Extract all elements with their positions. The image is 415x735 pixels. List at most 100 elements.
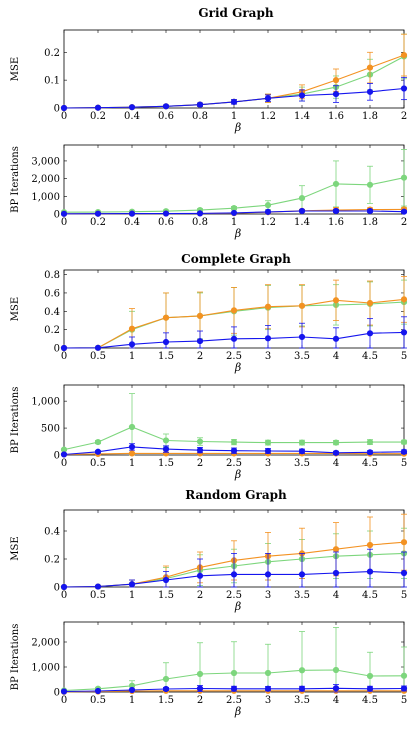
data-point (162, 437, 170, 444)
data-point (60, 688, 68, 695)
x-tick-label: 2.5 (226, 458, 242, 469)
section-title-grid: Grid Graph (198, 6, 273, 20)
x-tick-label: 1.4 (294, 111, 310, 122)
y-tick-label: 0 (54, 688, 60, 699)
x-tick-label: 5 (401, 458, 407, 469)
x-tick-label: 0.5 (90, 351, 106, 362)
x-tick-label: 0.5 (90, 590, 106, 601)
x-tick-label: 1.8 (362, 111, 378, 122)
data-point (162, 576, 170, 584)
series-0 (60, 627, 408, 694)
y-axis-label: MSE (10, 297, 21, 321)
data-point (94, 583, 102, 590)
data-point (162, 210, 170, 217)
data-point (332, 335, 340, 342)
chart-complete-bp: 0 0.5 1 1.5 2 2.5 3 3.5 4 4.5 5 0 500 1,000 β BP Iterat… (10, 384, 408, 481)
x-tick-label: 0.8 (192, 217, 208, 228)
y-tick-label: 1,000 (31, 663, 60, 674)
data-point (162, 675, 170, 683)
x-tick-label: 1 (231, 217, 237, 228)
y-tick-label: 0.2 (44, 48, 60, 59)
data-point (230, 98, 238, 105)
chart-complete-mse: 0 0.5 1 1.5 2 2.5 3 3.5 4 4.5 5 0 0.2 0.4 0.6 0.8 β MSE (10, 269, 408, 374)
x-tick-label: 3 (265, 590, 271, 601)
data-point (400, 51, 408, 59)
data-point (366, 207, 374, 215)
y-tick-label: 0.6 (44, 288, 60, 299)
x-tick-label: 1.6 (328, 111, 344, 122)
data-point (162, 338, 170, 346)
data-point (298, 92, 306, 99)
data-point (264, 669, 272, 677)
data-point (60, 104, 68, 112)
data-point (94, 438, 102, 446)
data-point (128, 104, 136, 111)
data-point (128, 443, 136, 451)
data-point (400, 296, 408, 303)
data-point (264, 335, 272, 342)
x-tick-label: 0.2 (90, 111, 106, 122)
data-point (196, 101, 204, 108)
y-tick-label: 3,000 (31, 156, 60, 167)
x-tick-label: 4.5 (362, 351, 378, 362)
x-axis-label: β (234, 705, 241, 718)
x-tick-label: 5 (401, 590, 407, 601)
x-tick-label: 1.5 (158, 695, 174, 706)
data-point (264, 303, 272, 310)
y-tick-label: 0.4 (44, 527, 60, 538)
data-point (264, 447, 272, 455)
x-tick-label: 0 (61, 458, 67, 469)
data-point (230, 447, 238, 454)
x-tick-label: 0.5 (90, 458, 106, 469)
x-tick-label: 1 (231, 111, 237, 122)
data-point (162, 314, 170, 321)
series-2 (60, 76, 408, 112)
x-tick-label: 0.6 (158, 111, 174, 122)
x-tick-label: 2 (197, 351, 203, 362)
x-tick-label: 0.5 (90, 695, 106, 706)
data-point (298, 448, 306, 455)
data-point (400, 85, 408, 92)
data-point (94, 104, 102, 111)
x-tick-label: 1.2 (260, 111, 276, 122)
y-tick-label: 1,000 (31, 192, 60, 203)
data-point (298, 207, 306, 215)
data-point (332, 439, 340, 446)
data-point (298, 667, 306, 674)
series-2 (60, 684, 408, 695)
data-point (366, 330, 374, 337)
data-point (366, 685, 374, 692)
x-tick-label: 4 (333, 590, 339, 601)
data-point (196, 338, 204, 345)
x-tick-label: 2 (197, 590, 203, 601)
data-point (332, 546, 340, 553)
data-point (400, 448, 408, 455)
data-point (332, 666, 340, 674)
x-tick-label: 2 (401, 111, 407, 122)
x-tick-label: 2.5 (226, 695, 242, 706)
x-tick-label: 0 (61, 695, 67, 706)
chart-random-mse: 0 0.5 1 1.5 2 2.5 3 3.5 4 4.5 5 0 0.2 0.4 β MSE (10, 509, 407, 613)
y-tick-label: 1,000 (31, 397, 60, 408)
y-axis-label: BP Iterations (10, 624, 21, 691)
data-point (162, 103, 170, 110)
series-0 (60, 393, 408, 456)
x-tick-label: 0 (61, 217, 67, 228)
data-point (128, 450, 136, 457)
x-tick-label: 4.5 (362, 590, 378, 601)
data-point (298, 439, 306, 446)
data-point (298, 194, 306, 202)
y-tick-label: 0.4 (44, 307, 60, 318)
x-axis-label: β (234, 600, 241, 613)
x-tick-label: 4 (333, 458, 339, 469)
data-point (400, 672, 408, 679)
y-tick-label: 0 (54, 583, 60, 594)
x-tick-label: 4.5 (362, 458, 378, 469)
y-axis-label: BP Iterations (10, 387, 21, 454)
data-point (332, 685, 340, 692)
x-tick-label: 2 (197, 458, 203, 469)
data-point (196, 572, 204, 579)
y-tick-label: 0 (54, 344, 60, 355)
data-point (230, 307, 238, 314)
data-point (366, 568, 374, 575)
